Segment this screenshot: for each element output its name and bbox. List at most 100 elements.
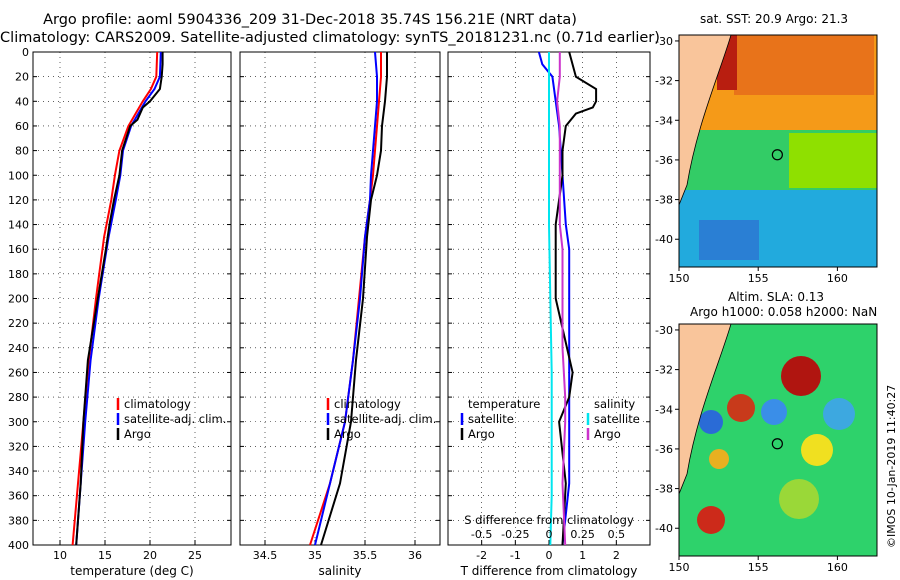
x-axis-label: T difference from climatology xyxy=(460,564,638,578)
map-x-tick-label: 155 xyxy=(748,272,769,285)
y-tick-label: 280 xyxy=(8,391,29,404)
sst-map-title: sat. SST: 20.9 Argo: 21.3 xyxy=(700,12,849,26)
credit-text: ©IMOS 10-Jan-2019 11:40:27 xyxy=(885,384,898,548)
axes-frame xyxy=(239,51,441,546)
sst-warm-core xyxy=(734,35,874,95)
top-tick-label: 0 xyxy=(546,528,553,541)
title-line-2: Climatology: CARS2009. Satellite-adjuste… xyxy=(0,30,660,46)
series-line-argo xyxy=(320,52,388,546)
x-tick-label: 35.5 xyxy=(353,549,378,562)
x-tick-label: 34.5 xyxy=(253,549,278,562)
map-y-tick-label: -36 xyxy=(655,154,673,167)
top-tick-label: -0.25 xyxy=(501,528,529,541)
sst-mid-band xyxy=(789,133,877,188)
y-tick-label: 100 xyxy=(8,169,29,182)
map-y-tick-label: -40 xyxy=(655,522,673,535)
legend-label: Argo xyxy=(468,427,495,441)
top-axis-label: S difference from climatology xyxy=(464,513,634,527)
sla-anomaly xyxy=(709,449,729,469)
map-frame xyxy=(678,323,878,557)
y-tick-label: 220 xyxy=(8,317,29,330)
sla-anomaly xyxy=(699,410,723,434)
x-tick-label: -2 xyxy=(476,549,487,562)
x-tick-label: 0 xyxy=(546,549,553,562)
x-tick-label: 1 xyxy=(579,549,586,562)
x-tick-label: 10 xyxy=(53,549,67,562)
y-tick-label: 320 xyxy=(8,440,29,453)
sla-anomaly xyxy=(823,398,855,430)
x-tick-label: 36 xyxy=(408,549,422,562)
map-y-tick-label: -34 xyxy=(655,403,673,416)
legend-label: satellite xyxy=(468,412,514,426)
sla-anomaly xyxy=(761,399,787,425)
map-y-tick-label: -30 xyxy=(655,324,673,337)
map-x-tick-label: 155 xyxy=(748,561,769,574)
sla-anomaly xyxy=(697,506,725,534)
title-line-1: Argo profile: aoml 5904336_209 31-Dec-20… xyxy=(43,12,577,28)
series-line-argo xyxy=(75,52,164,546)
y-tick-label: 360 xyxy=(8,490,29,503)
legend-label: temperature xyxy=(468,397,540,411)
legend-label: Argo xyxy=(334,427,361,441)
sla-anomaly xyxy=(801,434,833,466)
map-y-tick-label: -32 xyxy=(655,364,673,377)
sla-map: -30 -32 -34 -36 -38 -40 150 155 160 xyxy=(655,323,878,574)
series-line-t-satellite xyxy=(537,51,571,546)
y-tick-label: 120 xyxy=(8,194,29,207)
map-x-tick-label: 160 xyxy=(827,561,848,574)
panel-salinity: 34.5 35 35.5 36 salinity climatologysatellite… xyxy=(239,51,441,578)
y-tick-label: 80 xyxy=(15,145,29,158)
top-tick-label: 0.5 xyxy=(608,528,626,541)
australia-land xyxy=(679,35,732,206)
x-axis-label: temperature (deg C) xyxy=(70,564,193,578)
argo-float-marker xyxy=(771,149,783,161)
map-frame xyxy=(678,34,878,268)
top-tick-label: -0.5 xyxy=(471,528,492,541)
sla-map-title-2: Argo h1000: 0.058 h2000: NaN xyxy=(690,305,878,319)
series-line-climatology xyxy=(71,51,159,546)
x-tick-label: 2 xyxy=(613,549,620,562)
y-tick-label: 180 xyxy=(8,268,29,281)
sla-map-content xyxy=(679,324,877,556)
y-tick-label: 260 xyxy=(8,366,29,379)
x-tick-label: 20 xyxy=(143,549,157,562)
legend-label: salinity xyxy=(594,397,635,411)
sst-map: -30 -32 -34 -36 -38 -40 150 155 160 xyxy=(655,34,878,285)
map-x-tick-label: 160 xyxy=(827,272,848,285)
legend-label: satellite-adj. clim. xyxy=(334,412,436,426)
legend-label: climatology xyxy=(334,397,401,411)
y-tick-label: 20 xyxy=(15,71,29,84)
map-y-tick-label: -30 xyxy=(655,35,673,48)
map-y-tick-label: -40 xyxy=(655,233,673,246)
legend-label: Argo xyxy=(594,427,621,441)
y-tick-label: 40 xyxy=(15,95,29,108)
map-y-tick-label: -38 xyxy=(655,483,673,496)
y-tick-label: 140 xyxy=(8,219,29,232)
x-tick-label: 25 xyxy=(188,549,202,562)
y-tick-label: 0 xyxy=(22,46,29,59)
map-x-tick-label: 150 xyxy=(669,561,690,574)
series-line-s-satellite xyxy=(548,52,553,546)
series-line-s-argo xyxy=(556,52,567,546)
sla-anomaly xyxy=(781,356,821,396)
panel-temperature: 10 15 20 25 0 20 40 60 80 100 120 140 160 180 200 220 24… xyxy=(8,46,232,578)
australia-land xyxy=(679,324,732,495)
map-x-tick-label: 150 xyxy=(669,272,690,285)
legend-label: Argo xyxy=(124,427,151,441)
y-tick-label: 380 xyxy=(8,514,29,527)
top-tick-label: 0.25 xyxy=(570,528,595,541)
x-tick-label: 35 xyxy=(308,549,322,562)
map-y-tick-label: -34 xyxy=(655,114,673,127)
y-tick-label: 400 xyxy=(8,539,29,552)
series-line-t-argo xyxy=(554,51,598,546)
y-tick-label: 60 xyxy=(15,120,29,133)
sla-anomaly xyxy=(727,394,755,422)
map-y-tick-label: -32 xyxy=(655,75,673,88)
x-tick-label: 15 xyxy=(98,549,112,562)
legend-label: satellite xyxy=(594,412,640,426)
series-line-satellite-adj-clim- xyxy=(75,51,162,546)
y-tick-label: 160 xyxy=(8,243,29,256)
legend-label: climatology xyxy=(124,397,191,411)
axes-frame xyxy=(32,51,232,546)
